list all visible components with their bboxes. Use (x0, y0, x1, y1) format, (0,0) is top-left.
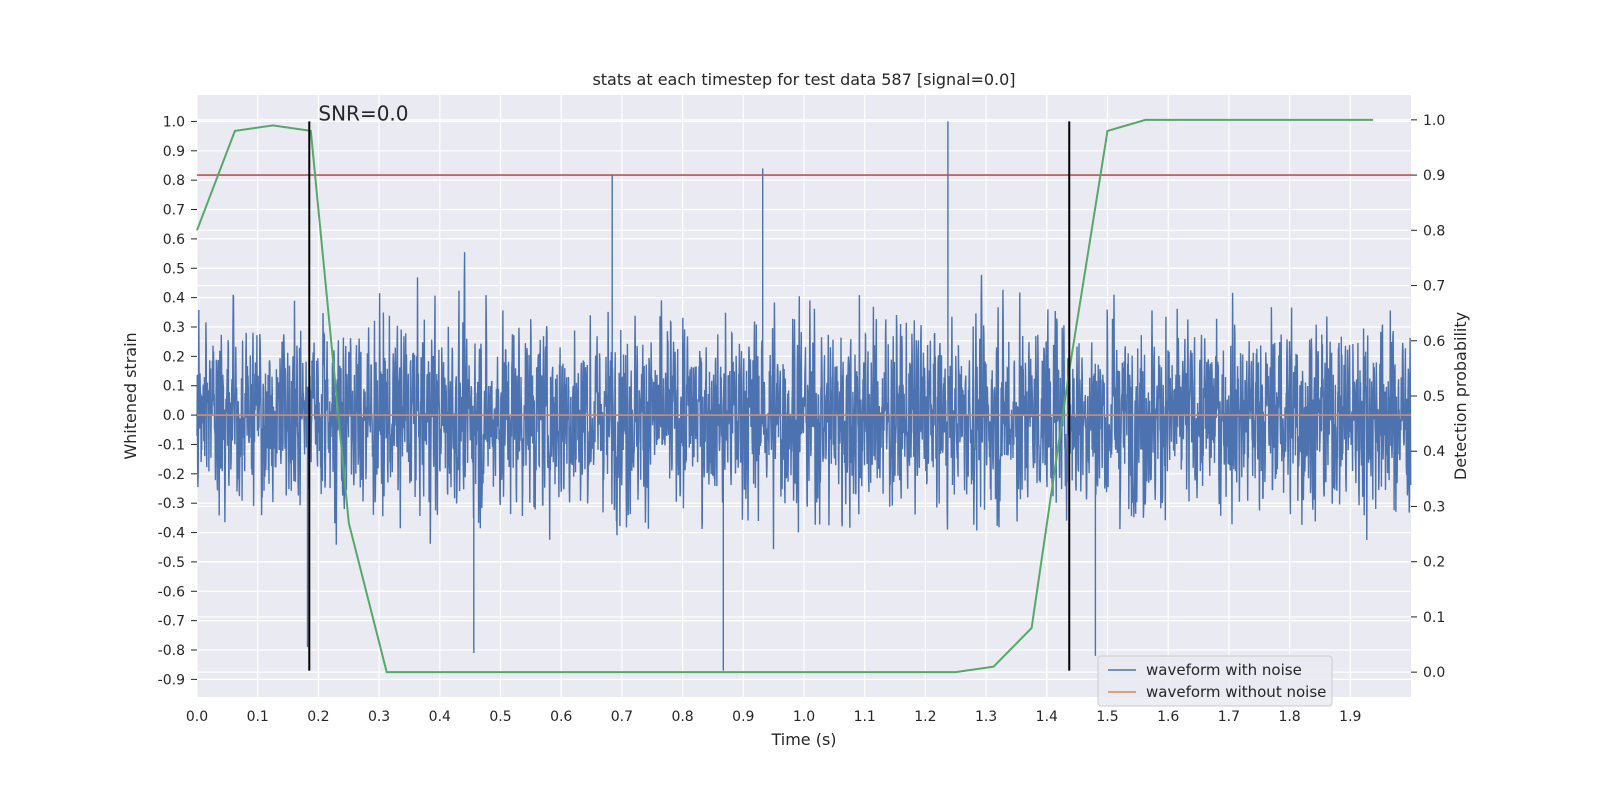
x-tick-label: 0.5 (489, 709, 511, 725)
y-tick-label: 0.2 (163, 349, 185, 365)
y-tick-label: 0.3 (163, 320, 185, 336)
x-tick-label: 0.0 (186, 709, 208, 725)
x-tick-label: 1.7 (1218, 709, 1240, 725)
x-tick-label: 0.7 (611, 709, 633, 725)
x-tick-label: 0.9 (732, 709, 754, 725)
y2-tick-label: 0.0 (1423, 665, 1445, 681)
y-tick-label: 0.1 (163, 379, 185, 395)
y-tick-label: 0.7 (163, 203, 185, 219)
y-tick-label: -0.6 (158, 584, 185, 600)
y-tick-label: -0.2 (158, 467, 185, 483)
x-tick-label: 0.8 (671, 709, 693, 725)
y2-axis-ticks: 1.0 0.9 0.8 0.7 0.6 0.5 0.4 0.3 0.2 0.1 0.0 (1411, 113, 1445, 681)
x-tick-label: 1.1 (854, 709, 876, 725)
legend-box (1097, 655, 1333, 707)
x-tick-label: 1.3 (975, 709, 997, 725)
y-tick-label: 0.6 (163, 232, 185, 248)
y2-tick-label: 0.2 (1423, 555, 1445, 571)
x-tick-label: 0.6 (550, 709, 572, 725)
y2-tick-label: 0.4 (1423, 444, 1445, 460)
y-tick-label: -0.7 (158, 614, 185, 630)
legend-label-clean: waveform without noise (1146, 683, 1326, 701)
x-tick-label: 1.9 (1339, 709, 1361, 725)
vertical-markers (308, 121, 1071, 671)
y-tick-label: 0.5 (163, 261, 185, 277)
x-tick-label: 1.0 (793, 709, 815, 725)
y-tick-label: 0.8 (163, 173, 185, 189)
x-tick-label: 0.3 (368, 709, 390, 725)
y2-axis-label: Detection probability (1451, 312, 1470, 480)
y-tick-label: 0.0 (163, 408, 185, 424)
probability-line (196, 118, 1374, 674)
y-tick-label: -0.1 (158, 437, 185, 453)
legend-label-noise: waveform with noise (1146, 661, 1302, 679)
noise-waveform-line (196, 121, 1412, 671)
y2-tick-label: 0.6 (1423, 334, 1445, 350)
y2-tick-label: 1.0 (1423, 113, 1445, 129)
x-tick-label: 1.4 (1036, 709, 1058, 725)
y2-tick-label: 0.8 (1423, 223, 1445, 239)
y-axis-label: Whitened strain (121, 332, 140, 459)
x-tick-label: 1.5 (1096, 709, 1118, 725)
y-tick-label: -0.4 (158, 526, 185, 542)
x-tick-label: 0.4 (429, 709, 451, 725)
y-tick-label: 0.9 (163, 144, 185, 160)
x-axis-ticks: 0.0 0.1 0.2 0.3 0.4 0.5 0.6 0.7 0.8 0.9 1.0 1.1 1.2 1… (186, 709, 1362, 725)
chart-title: stats at each timestep for test data 587… (592, 70, 1015, 89)
y-tick-label: 0.4 (163, 291, 185, 307)
x-tick-label: 0.1 (247, 709, 269, 725)
series-detection-probability (196, 118, 1374, 674)
y-tick-label: -0.8 (158, 643, 185, 659)
y-tick-label: -0.3 (158, 496, 185, 512)
series-waveform-with-noise (196, 121, 1412, 671)
y2-tick-label: 0.7 (1423, 279, 1445, 295)
x-tick-label: 0.2 (307, 709, 329, 725)
y-axis-ticks: 1.0 0.9 0.8 0.7 0.6 0.5 0.4 0.3 0.2 0.1 0.0 -0.1 -0.… (158, 114, 197, 688)
x-tick-label: 1.2 (914, 709, 936, 725)
legend: waveform with noise waveform without noi… (1097, 655, 1333, 707)
x-tick-label: 1.6 (1157, 709, 1179, 725)
snr-annotation: SNR=0.0 (318, 101, 408, 125)
y-tick-label: -0.9 (158, 672, 185, 688)
y2-tick-label: 0.9 (1423, 168, 1445, 184)
y-tick-label: -0.5 (158, 555, 185, 571)
y2-tick-label: 0.5 (1423, 389, 1445, 405)
x-axis-label: Time (s) (770, 730, 836, 749)
y-tick-label: 1.0 (163, 114, 185, 130)
y2-tick-label: 0.1 (1423, 610, 1445, 626)
y2-tick-label: 0.3 (1423, 499, 1445, 515)
x-tick-label: 1.8 (1278, 709, 1300, 725)
